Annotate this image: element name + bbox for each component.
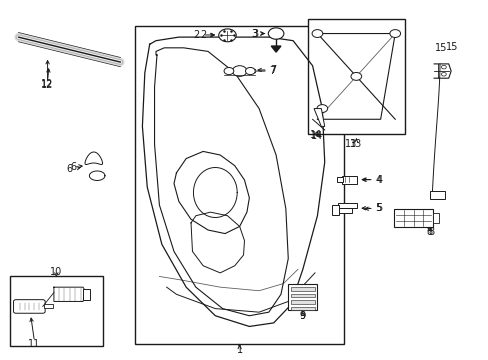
Bar [336,177,342,182]
Bar [432,213,438,223]
Text: 9: 9 [299,311,305,321]
Text: 8: 8 [426,227,431,237]
Text: 6: 6 [70,162,76,172]
Text: 8: 8 [428,227,434,237]
Text: 3: 3 [252,28,258,39]
Text: 5: 5 [376,203,382,213]
Text: 5: 5 [374,203,381,213]
Text: 14: 14 [310,130,322,140]
Bar [337,208,352,213]
Polygon shape [313,109,324,126]
Circle shape [245,67,255,75]
Bar [10,276,102,346]
Circle shape [350,72,361,80]
Text: 2: 2 [200,30,206,40]
Text: 3: 3 [251,28,257,39]
Text: 7: 7 [269,66,275,76]
Text: 4: 4 [376,175,382,185]
FancyBboxPatch shape [14,300,45,313]
Bar [290,294,314,297]
Text: 12: 12 [41,78,54,89]
Circle shape [224,67,233,75]
Polygon shape [43,304,53,307]
Bar [135,26,344,344]
Circle shape [268,28,284,39]
Text: 4: 4 [374,175,381,185]
Bar [290,287,314,291]
Text: 12: 12 [41,80,54,90]
Circle shape [218,29,236,42]
Circle shape [441,65,446,69]
Bar [290,307,314,310]
Bar [337,203,357,208]
Text: 11: 11 [28,339,41,348]
Text: 9: 9 [299,311,305,321]
Bar [341,176,357,184]
Circle shape [316,105,327,112]
Circle shape [389,30,400,37]
Bar [393,208,432,227]
Text: 6: 6 [66,163,72,174]
Text: 13: 13 [349,139,362,149]
Bar [287,284,317,310]
Bar [290,300,314,304]
Circle shape [441,72,446,76]
Text: 7: 7 [270,65,276,75]
Circle shape [232,66,246,76]
Polygon shape [271,46,281,52]
Text: 1: 1 [236,345,242,355]
Text: 10: 10 [50,267,62,277]
Polygon shape [83,289,90,300]
Text: 15: 15 [446,42,458,52]
Bar [429,191,444,199]
Bar [331,205,338,215]
Text: 13: 13 [345,139,357,149]
Text: 15: 15 [434,43,447,53]
Text: 2: 2 [192,30,199,40]
Circle shape [311,30,322,37]
Text: 14: 14 [311,131,323,141]
Bar [307,19,404,134]
